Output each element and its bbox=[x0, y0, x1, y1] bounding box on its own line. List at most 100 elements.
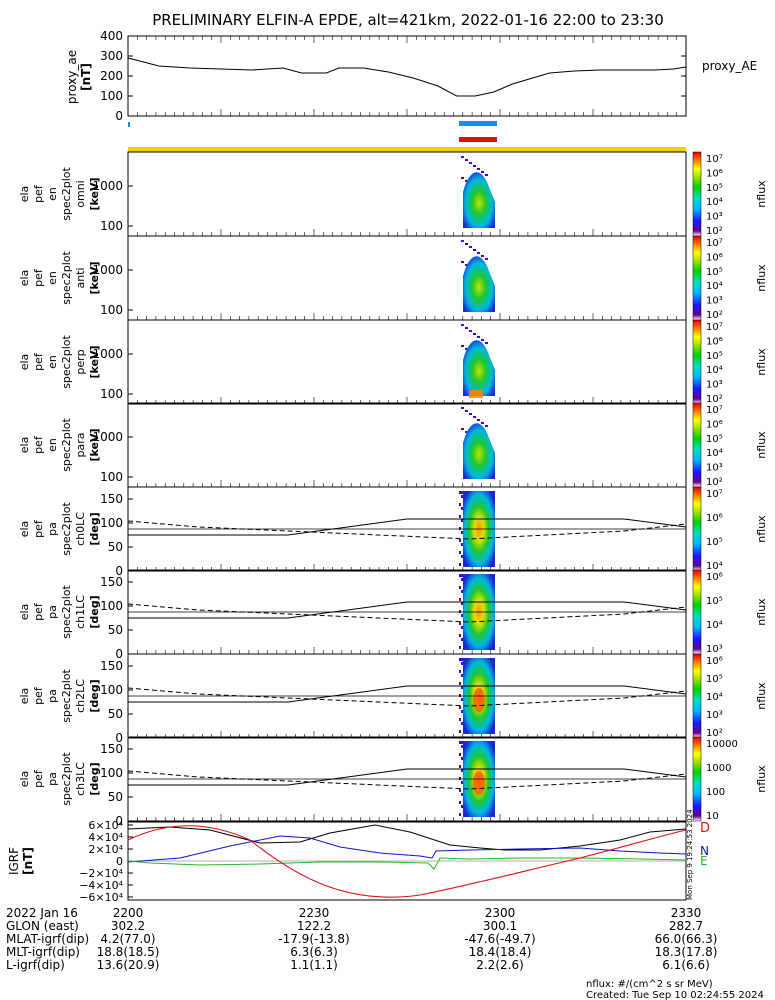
red-status-bar bbox=[459, 137, 497, 142]
spectrogram-pixel bbox=[465, 159, 468, 161]
spectrogram-pixel bbox=[485, 342, 488, 344]
pitch-angle-pixel bbox=[461, 555, 463, 558]
spectrogram-pixel bbox=[469, 413, 472, 415]
colorbar bbox=[692, 151, 702, 237]
spectrogram-flux-region bbox=[463, 340, 495, 396]
colorbar-tick-label: 10⁶ bbox=[706, 656, 723, 667]
pitch-angle-pixel bbox=[459, 813, 461, 816]
colorbar-label: nflux bbox=[755, 348, 768, 376]
spectrogram-flux-region bbox=[463, 256, 495, 312]
colorbar-tick-label: 10³ bbox=[706, 296, 723, 307]
spectrogram-pixel bbox=[465, 264, 468, 266]
colorbar-tick-label: 10³ bbox=[706, 380, 723, 391]
pitch-angle-pixel bbox=[459, 706, 461, 709]
colorbar bbox=[692, 653, 702, 739]
pitch-angle-pixel bbox=[461, 638, 463, 641]
panel-ylabel: ela bbox=[18, 437, 31, 454]
spectrogram-pixel bbox=[473, 165, 476, 167]
pitch-angle-pixel bbox=[461, 495, 463, 498]
spectrogram-pixel bbox=[465, 327, 468, 329]
panel-tick-label: 1000 bbox=[92, 179, 123, 193]
axis-row-label: GLON (east) bbox=[6, 919, 79, 933]
igrf-tick-label: −4×10⁴ bbox=[79, 879, 123, 892]
axis-row-value: 66.0(66.3) bbox=[655, 932, 718, 946]
pitch-angle-pixel bbox=[459, 646, 461, 649]
panel-ylabel: pef bbox=[32, 352, 45, 371]
status-bars bbox=[128, 121, 686, 152]
axis-row-label: MLAT-igrf(dip) bbox=[6, 932, 89, 946]
panel-tick-label: 50 bbox=[108, 540, 123, 554]
panel-tick-label: 0 bbox=[115, 647, 123, 661]
anti-loss-cone-line bbox=[127, 687, 687, 707]
spectrogram-pixel bbox=[481, 171, 484, 173]
panel-frame bbox=[127, 319, 687, 405]
panel-ylabel: en bbox=[46, 438, 59, 452]
proxy-ae-y-ticks: 400 300 200 100 0 bbox=[100, 29, 686, 123]
pitch-angle-pixel bbox=[459, 551, 461, 554]
panel-ylabel: pa bbox=[46, 689, 59, 703]
spectrogram-pixel bbox=[481, 255, 484, 257]
panel-ylabel: ch0LC bbox=[74, 512, 87, 546]
colorbar bbox=[692, 235, 702, 321]
colorbar-tick-label: 10⁶ bbox=[706, 336, 723, 347]
spectrogram-pixel bbox=[461, 324, 464, 326]
igrf-legend-e: E bbox=[700, 854, 708, 868]
colorbar-tick-label: 10⁴ bbox=[706, 197, 723, 208]
pitch-angle-pixel bbox=[461, 698, 463, 701]
proxy-ae-tick-label: 200 bbox=[100, 69, 123, 83]
colorbar bbox=[692, 569, 702, 655]
igrf-d-line bbox=[127, 825, 687, 898]
igrf-tick-label: −2×10⁴ bbox=[79, 867, 123, 880]
spectrogram-pixel bbox=[485, 425, 488, 427]
pitch-angle-pixel bbox=[461, 543, 463, 546]
pitch-angle-pixel bbox=[461, 578, 463, 581]
pitch-angle-pixel bbox=[461, 658, 463, 661]
pitch-angle-pixel bbox=[459, 491, 461, 494]
panel-ylabel: spec2plot bbox=[60, 669, 73, 723]
yellow-status-bar bbox=[128, 147, 686, 152]
pitch-angle-pixel bbox=[461, 674, 463, 677]
panel-tick-label: 0 bbox=[115, 731, 123, 745]
panel-ylabel: ela bbox=[18, 771, 31, 788]
spectrogram-pixel bbox=[461, 407, 464, 409]
panel-ylabel: [deg] bbox=[88, 512, 101, 545]
pitch-angle-pixel bbox=[459, 753, 461, 756]
pitch-angle-pixel bbox=[461, 531, 463, 534]
spectrogram-pixel bbox=[481, 339, 484, 341]
blue-status-bar bbox=[459, 121, 497, 126]
panel-tick-label: 100 bbox=[100, 516, 123, 530]
colorbar-tick-label: 10⁵ bbox=[706, 674, 723, 685]
colorbar-tick-label: 10⁶ bbox=[706, 168, 723, 179]
axis-row-label: L-igrf(dip) bbox=[6, 958, 65, 972]
pitch-angle-pixel bbox=[459, 527, 461, 530]
panel-ylabel: en bbox=[46, 187, 59, 201]
spectrogram-pixel bbox=[465, 348, 468, 350]
colorbar-tick-label: 100 bbox=[706, 787, 725, 798]
spectrogram-pixel bbox=[485, 174, 488, 176]
colorbar-tick-label: 10⁴ bbox=[706, 620, 723, 631]
igrf-yunit: [nT] bbox=[21, 847, 35, 875]
panel-frame bbox=[127, 151, 687, 237]
spectrogram-pixel bbox=[461, 177, 464, 179]
panel-tick-label: 50 bbox=[108, 790, 123, 804]
panel-ylabel: [deg] bbox=[88, 595, 101, 628]
colorbar-tick-label: 10⁵ bbox=[706, 351, 723, 362]
axis-row-value: 1.1(1.1) bbox=[290, 958, 338, 972]
axis-row-value: 122.2 bbox=[297, 919, 331, 933]
igrf-n-line bbox=[127, 835, 687, 863]
spectrogram-pixel bbox=[465, 431, 468, 433]
panel-ylabel: spec2plot bbox=[60, 418, 73, 472]
spectrogram-flux-region bbox=[463, 423, 495, 479]
colorbar-label: nflux bbox=[755, 598, 768, 626]
colorbar-tick-label: 10⁵ bbox=[706, 596, 723, 607]
igrf-e-line bbox=[127, 857, 687, 870]
pitch-angle-pixel bbox=[459, 586, 461, 589]
spectrogram-pixel bbox=[461, 156, 464, 158]
proxy-ae-x-ticks bbox=[127, 36, 687, 116]
proxy-ae-series-line bbox=[127, 57, 687, 97]
panel-ylabel: ch3LC bbox=[74, 762, 87, 796]
spectrogram-pixel bbox=[477, 419, 480, 421]
spectrogram-pixel bbox=[473, 416, 476, 418]
colorbar-tick-label: 10⁴ bbox=[706, 365, 723, 376]
